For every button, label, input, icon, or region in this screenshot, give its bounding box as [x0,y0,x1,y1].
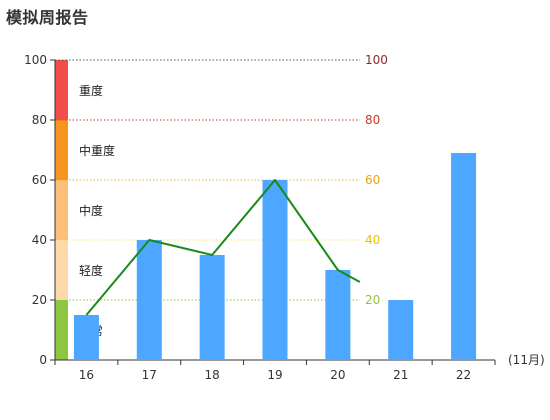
bar-22 [451,153,477,360]
bar-18 [199,255,225,360]
severity-band-2 [55,180,68,240]
y-tick-label: 80 [32,113,47,127]
x-tick-label: 17 [142,368,157,382]
severity-band-3 [55,120,68,180]
severity-band-label: 中重度 [79,143,115,158]
trend-line [85,179,361,316]
y-tick-label: 40 [32,233,47,247]
bar-21 [388,300,414,360]
x-tick-label: 21 [393,368,408,382]
severity-band-1 [55,240,68,300]
bar-19 [262,180,288,360]
severity-band-label: 中度 [79,203,103,218]
severity-band-label: 轻度 [79,263,103,278]
bar-17 [136,240,162,360]
y-tick-label: 20 [32,293,47,307]
x-tick-label: 22 [456,368,471,382]
y-tick-label: 100 [24,53,47,67]
bar-16 [73,315,99,360]
bar-20 [325,270,351,360]
x-tick-label: 16 [79,368,94,382]
x-tick-label: 18 [205,368,220,382]
y-tick-label: 60 [32,173,47,187]
right-tick-label: 80 [365,113,380,127]
right-tick-label: 40 [365,233,380,247]
x-axis-unit-label: (11月) [508,353,545,367]
y-tick-label: 0 [39,353,47,367]
right-tick-label: 60 [365,173,380,187]
severity-band-label: 重度 [79,83,103,98]
right-tick-label: 100 [365,53,388,67]
chart-title: 模拟周报告 [6,8,89,27]
right-tick-label: 20 [365,293,380,307]
x-tick-label: 19 [267,368,282,382]
severity-band-4 [55,60,68,120]
severity-band-0 [55,300,68,360]
x-tick-label: 20 [330,368,345,382]
